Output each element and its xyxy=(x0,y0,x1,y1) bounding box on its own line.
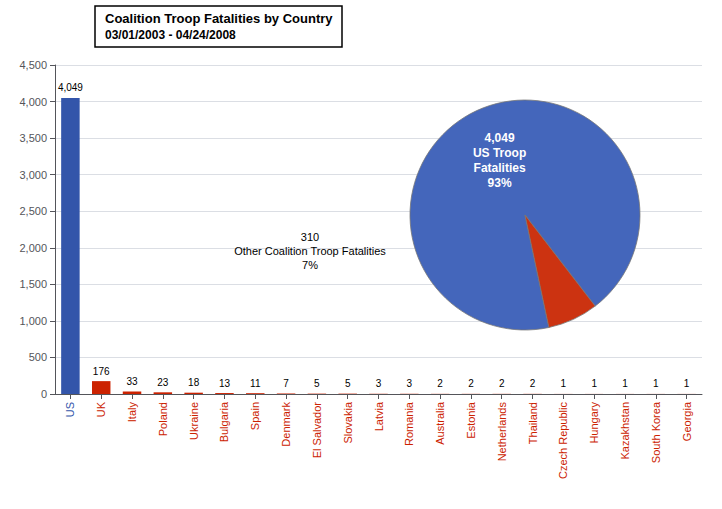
svg-text:1,500: 1,500 xyxy=(19,278,47,290)
svg-text:1: 1 xyxy=(684,378,690,389)
svg-text:El Salvador: El Salvador xyxy=(311,402,323,459)
svg-text:1,000: 1,000 xyxy=(19,315,47,327)
svg-text:Estonia: Estonia xyxy=(465,401,477,439)
svg-text:Latvia: Latvia xyxy=(373,401,385,431)
svg-text:23: 23 xyxy=(157,377,169,388)
svg-text:Romania: Romania xyxy=(403,401,415,446)
svg-text:US: US xyxy=(64,402,76,417)
svg-text:5: 5 xyxy=(314,378,320,389)
svg-text:Denmark: Denmark xyxy=(280,402,292,447)
svg-text:1: 1 xyxy=(622,378,628,389)
svg-text:176: 176 xyxy=(93,366,110,377)
svg-text:South Korea: South Korea xyxy=(650,401,662,463)
svg-text:4,049: 4,049 xyxy=(485,131,515,145)
svg-text:2: 2 xyxy=(437,378,443,389)
svg-text:2: 2 xyxy=(468,378,474,389)
svg-text:Fatalities: Fatalities xyxy=(474,161,526,175)
svg-text:UK: UK xyxy=(95,401,107,417)
svg-text:4,500: 4,500 xyxy=(19,59,47,71)
svg-text:310: 310 xyxy=(301,231,319,243)
svg-text:US Troop: US Troop xyxy=(473,146,526,160)
svg-text:2,000: 2,000 xyxy=(19,242,47,254)
svg-text:Thailand: Thailand xyxy=(527,402,539,444)
svg-text:03/01/2003 - 04/24/2008: 03/01/2003 - 04/24/2008 xyxy=(105,28,236,42)
svg-text:Netherlands: Netherlands xyxy=(496,402,508,462)
svg-text:7%: 7% xyxy=(302,259,318,271)
svg-text:18: 18 xyxy=(188,377,200,388)
svg-text:Czech Republic: Czech Republic xyxy=(557,402,569,480)
svg-text:500: 500 xyxy=(29,351,47,363)
svg-text:Poland: Poland xyxy=(157,402,169,436)
svg-text:Georgia: Georgia xyxy=(681,401,693,441)
svg-text:Bulgaria: Bulgaria xyxy=(218,401,230,442)
svg-text:0: 0 xyxy=(41,388,47,400)
svg-text:4,000: 4,000 xyxy=(19,96,47,108)
svg-text:11: 11 xyxy=(250,378,261,389)
svg-text:93%: 93% xyxy=(488,176,512,190)
svg-text:3,500: 3,500 xyxy=(19,132,47,144)
svg-text:2: 2 xyxy=(530,378,536,389)
svg-text:Australia: Australia xyxy=(434,401,446,445)
svg-text:Ukraine: Ukraine xyxy=(188,402,200,440)
svg-text:1: 1 xyxy=(591,378,597,389)
svg-text:3: 3 xyxy=(376,378,382,389)
svg-text:3,000: 3,000 xyxy=(19,169,47,181)
svg-text:Other Coalition Troop Fataliti: Other Coalition Troop Fatalities xyxy=(234,245,386,257)
svg-text:2,500: 2,500 xyxy=(19,205,47,217)
svg-text:33: 33 xyxy=(126,376,138,387)
svg-text:Coalition Troop Fatalities by: Coalition Troop Fatalities by Country xyxy=(105,11,333,26)
svg-text:2: 2 xyxy=(499,378,505,389)
svg-text:5: 5 xyxy=(345,378,351,389)
svg-text:13: 13 xyxy=(219,378,231,389)
svg-text:1: 1 xyxy=(561,378,567,389)
svg-text:Spain: Spain xyxy=(249,402,261,430)
svg-text:Slovakia: Slovakia xyxy=(342,401,354,443)
svg-text:Italy: Italy xyxy=(126,402,138,423)
svg-text:Hungary: Hungary xyxy=(588,402,600,444)
svg-text:7: 7 xyxy=(283,378,289,389)
svg-text:3: 3 xyxy=(407,378,413,389)
svg-text:4,049: 4,049 xyxy=(58,82,83,93)
svg-text:1: 1 xyxy=(653,378,659,389)
svg-text:Kazakhstan: Kazakhstan xyxy=(619,402,631,459)
